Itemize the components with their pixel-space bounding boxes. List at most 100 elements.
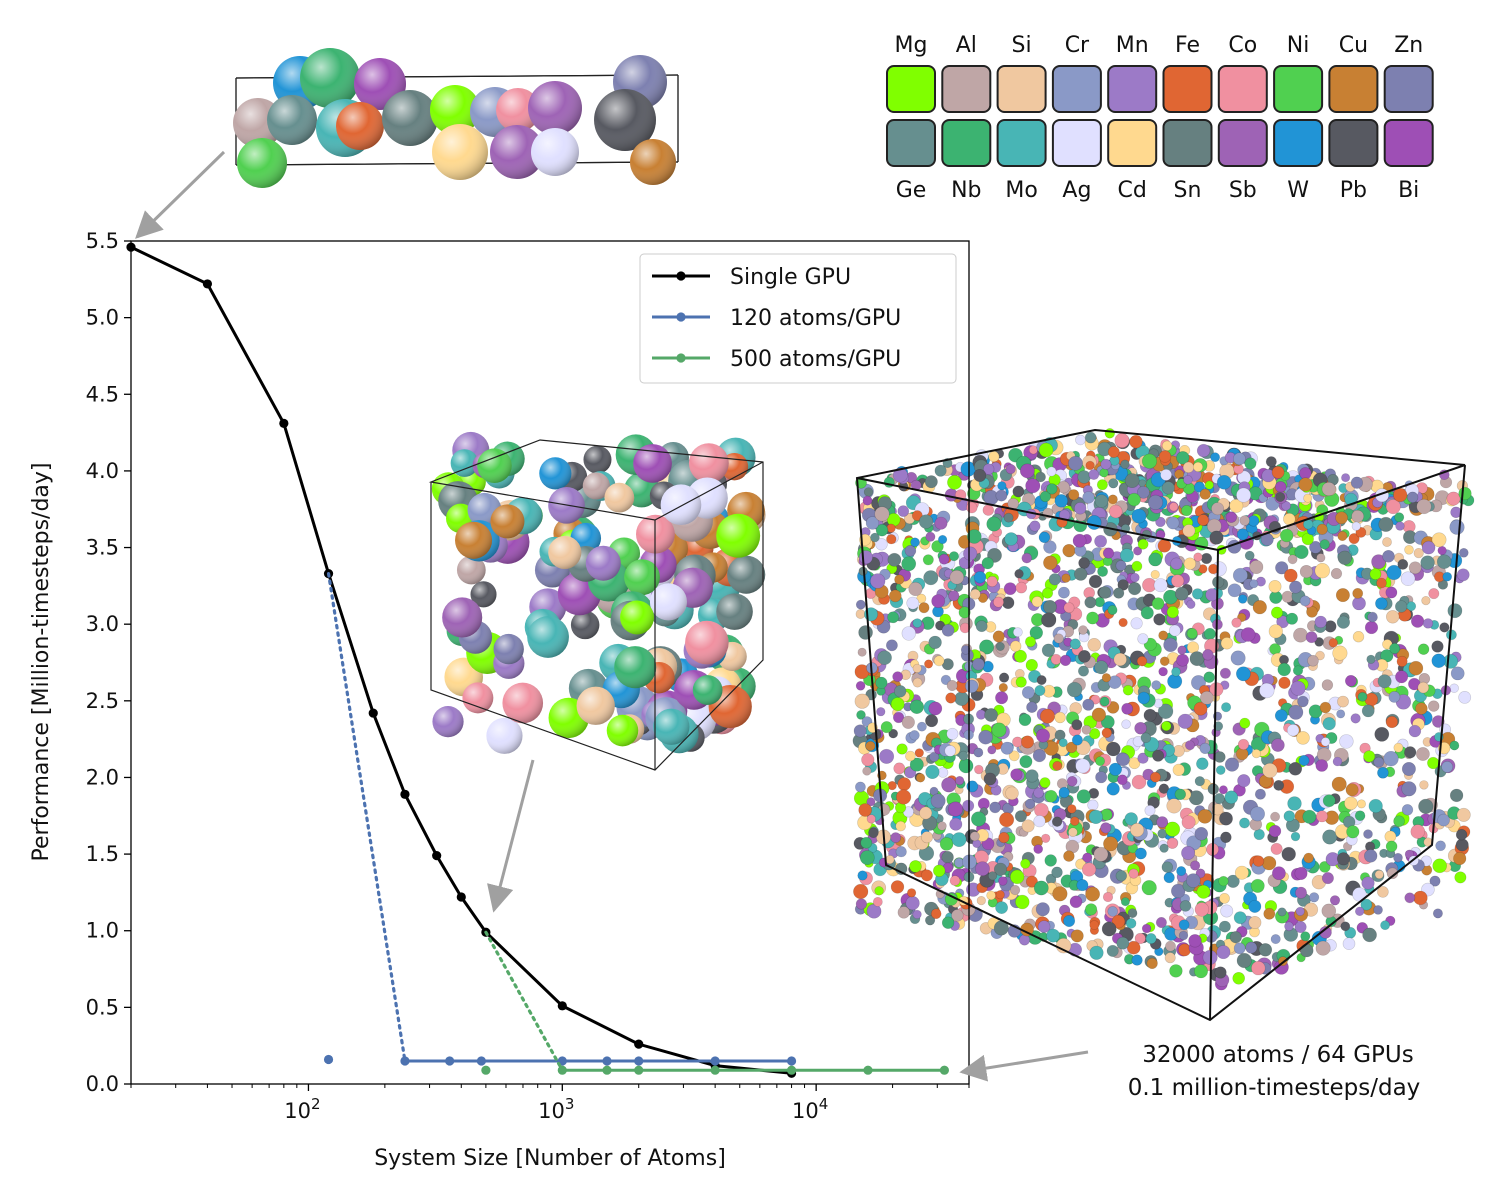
atom-shading xyxy=(548,535,582,570)
atom-sphere xyxy=(1181,505,1193,517)
atom-sphere xyxy=(1014,810,1027,823)
atom-sphere xyxy=(1204,480,1214,490)
atom-sphere xyxy=(1145,933,1157,945)
atom-sphere xyxy=(981,837,995,851)
atom-sphere xyxy=(1248,899,1262,913)
atom-sphere xyxy=(1059,654,1072,667)
atom-sphere xyxy=(1137,633,1149,645)
atom-shading xyxy=(624,559,660,596)
atom-shading xyxy=(630,139,676,185)
atom-sphere xyxy=(941,850,954,864)
atom-sphere xyxy=(1036,675,1047,686)
atom-sphere xyxy=(937,821,947,831)
atom-sphere xyxy=(865,516,880,530)
atom-sphere xyxy=(1277,907,1287,917)
atom-sphere xyxy=(716,513,761,558)
atom-sphere xyxy=(1308,892,1320,903)
atom-shading xyxy=(570,610,600,640)
atom-sphere xyxy=(906,596,920,610)
medium-atom-structure-image xyxy=(428,431,766,771)
atom-sphere xyxy=(1128,868,1139,879)
atom-sphere xyxy=(1129,435,1143,449)
atom-shading xyxy=(490,125,544,179)
atom-sphere xyxy=(1161,861,1174,873)
atom-sphere xyxy=(1417,681,1430,694)
data-point xyxy=(445,1056,455,1066)
atom-sphere xyxy=(1271,465,1285,479)
atom-sphere xyxy=(978,729,993,745)
atom-sphere xyxy=(1178,919,1190,931)
atom-sphere xyxy=(969,831,980,842)
atom-sphere xyxy=(1319,701,1332,714)
element-color-legend: Mg Al Si Cr Mn Fe Co Ni Cu Zn Ge Nb Mo Ag Cd Sn Sb W Pb Bi xyxy=(886,33,1434,203)
atom-sphere xyxy=(1329,895,1341,906)
atom-sphere xyxy=(1058,586,1070,599)
atom-sphere xyxy=(1089,920,1100,930)
y-tick-label: 4.0 xyxy=(86,459,119,483)
atom-sphere xyxy=(986,516,1002,532)
atom-sphere xyxy=(931,594,946,608)
atom-sphere xyxy=(1428,588,1440,600)
atom-sphere xyxy=(1321,872,1334,885)
atom-sphere xyxy=(1301,532,1314,546)
atom-sphere xyxy=(1316,523,1328,535)
atom-sphere xyxy=(1179,900,1192,912)
atom-sphere xyxy=(959,622,971,634)
atom-sphere xyxy=(1166,837,1179,849)
y-tick-label: 5.5 xyxy=(86,229,119,253)
atom-sphere xyxy=(986,890,996,901)
atom-sphere xyxy=(1382,549,1395,563)
atom-shading xyxy=(490,504,525,539)
atom-sphere xyxy=(1351,521,1361,531)
atom-sphere xyxy=(886,639,898,652)
atom-shading xyxy=(237,138,287,188)
atom-sphere xyxy=(486,717,523,754)
series-legend: Single GPU 120 atoms/GPU 500 atoms/GPU xyxy=(639,253,957,384)
atom-sphere xyxy=(890,832,902,843)
atom-sphere xyxy=(973,747,984,758)
data-point xyxy=(634,1039,644,1049)
y-tick-label: 1.0 xyxy=(86,919,119,943)
atom-sphere xyxy=(1169,624,1181,637)
atom-sphere xyxy=(1039,490,1051,503)
x-axis-label: System Size [Number of Atoms] xyxy=(374,1146,726,1171)
atom-sphere xyxy=(1058,786,1070,799)
atom-sphere xyxy=(1297,695,1309,708)
atom-sphere xyxy=(1004,532,1018,546)
atom-sphere xyxy=(1330,567,1343,580)
atom-sphere xyxy=(1014,569,1024,579)
atom-sphere xyxy=(1271,606,1284,619)
atom-sphere xyxy=(930,793,946,809)
atom-sphere xyxy=(1210,452,1220,463)
atom-sphere xyxy=(979,639,995,655)
atom-sphere xyxy=(1034,684,1046,696)
atom-sphere xyxy=(1259,682,1275,699)
atom-sphere xyxy=(887,611,899,624)
atom-sphere xyxy=(1052,886,1068,902)
atom-sphere xyxy=(1041,587,1054,599)
y-tick-label: 2.0 xyxy=(86,765,119,789)
atom-sphere xyxy=(1335,511,1348,525)
data-point xyxy=(634,1065,644,1075)
atom-sphere xyxy=(1070,929,1084,943)
atom-sphere xyxy=(1335,588,1350,603)
atom-sphere xyxy=(856,710,866,720)
atom-sphere xyxy=(1084,903,1098,916)
atom-sphere xyxy=(1275,561,1289,575)
atom-sphere xyxy=(897,505,910,517)
atom-sphere xyxy=(964,679,979,693)
atom-sphere xyxy=(1157,703,1174,719)
atom-sphere xyxy=(1386,564,1402,581)
atom-sphere xyxy=(1144,804,1156,816)
atom-sphere xyxy=(897,777,912,791)
atom-sphere xyxy=(1337,695,1349,708)
atom-sphere xyxy=(998,672,1010,683)
atom-sphere xyxy=(1352,588,1364,599)
atom-sphere xyxy=(1127,581,1142,596)
atom-sphere xyxy=(1166,605,1179,619)
atom-sphere xyxy=(929,751,940,763)
atom-sphere xyxy=(1100,458,1112,470)
atom-sphere xyxy=(1401,781,1417,797)
atom-sphere xyxy=(1062,543,1076,558)
